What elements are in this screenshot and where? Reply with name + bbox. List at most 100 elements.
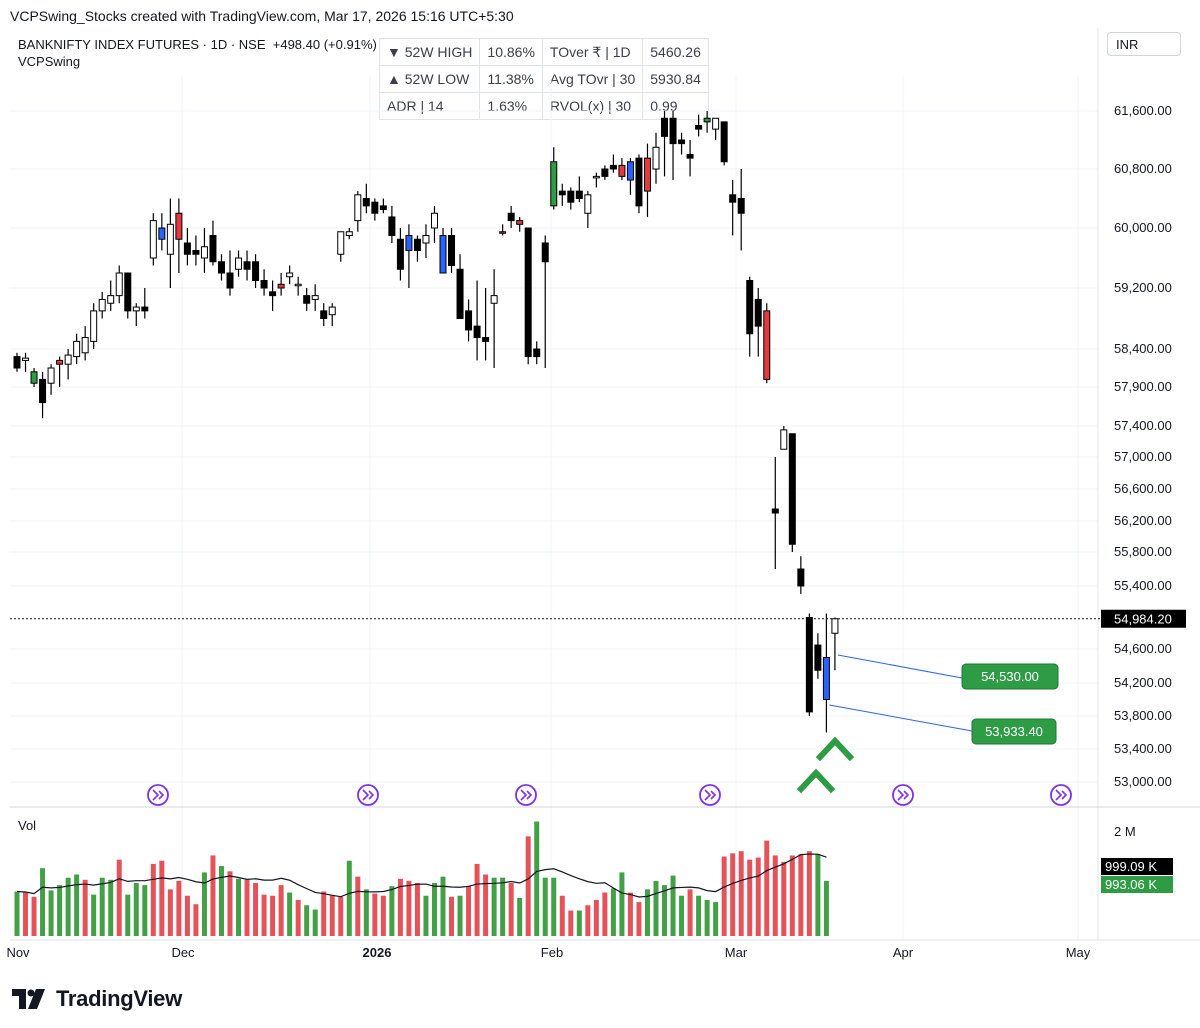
axis-labels: 61,600.00 60,800.00 60,000.00 59,200.00 58,4… [6, 103, 1186, 960]
candle-body [669, 117, 677, 145]
volume-bar [644, 889, 650, 936]
candle-body [320, 310, 328, 319]
candle [217, 254, 225, 281]
candle [643, 143, 651, 217]
candle [294, 276, 302, 296]
candle-body [439, 235, 447, 274]
table-row: ADR | 14 1.63% RVOL(x) | 30 0.99 [378, 92, 709, 120]
volume-bar [662, 885, 668, 936]
candle-body [482, 337, 490, 342]
time-axis-label: 2026 [363, 945, 392, 960]
volume-bar [159, 860, 165, 936]
candle-body [200, 246, 208, 259]
candle [575, 176, 583, 203]
volume-bar [244, 879, 250, 936]
candle-body [286, 272, 294, 278]
candle-body [831, 618, 839, 634]
candle [30, 368, 38, 387]
candle-body [490, 295, 498, 304]
volume-bar [321, 891, 327, 936]
candle [805, 613, 813, 716]
volume-bar [806, 851, 812, 936]
candle [524, 227, 532, 365]
volume-bar [542, 877, 548, 936]
candle-body [465, 310, 473, 331]
volume-bar [713, 902, 719, 936]
event-marker-icon [515, 784, 537, 806]
volume-bar [23, 892, 29, 936]
volume-bar [500, 877, 506, 936]
trend-line-upper [837, 654, 963, 679]
tradingview-logo-icon [12, 989, 45, 1009]
volume-bar [721, 856, 727, 936]
candle [550, 147, 558, 210]
volume-value-badge [1101, 876, 1173, 893]
candle [405, 224, 413, 288]
candle-body [260, 280, 268, 289]
candle-body [661, 117, 669, 137]
candle [499, 224, 507, 236]
volume-bar [176, 880, 182, 936]
volume-bar [167, 889, 173, 936]
price-axis-label: 53,800.00 [1114, 708, 1172, 723]
candle-body [362, 198, 370, 207]
candle [413, 235, 421, 262]
candle [64, 349, 72, 380]
price-axis-label: 60,000.00 [1114, 220, 1172, 235]
candle-body [354, 194, 362, 222]
volume-bar [210, 855, 216, 936]
price-axis-label: 54,600.00 [1114, 641, 1172, 656]
indicator-legend[interactable]: VCPSwing [18, 54, 81, 69]
candle [149, 213, 157, 266]
volume-bar [576, 910, 582, 936]
table-cell: ADR | 14 [378, 92, 481, 120]
candle [533, 341, 541, 365]
candle [541, 235, 549, 368]
candle [439, 228, 447, 274]
candle-body [252, 261, 260, 281]
currency-selector[interactable]: INR [1107, 32, 1181, 56]
symbol-legend[interactable]: BANKNIFTY INDEX FUTURES · 1D · NSE +498.… [18, 37, 377, 52]
volume-bar [14, 891, 20, 936]
candle-body [371, 201, 379, 214]
candlestick-series [13, 111, 839, 733]
candle [98, 291, 106, 319]
candle [448, 228, 456, 273]
price-axis-label: 56,200.00 [1114, 513, 1172, 528]
volume-pane-title: Vol [18, 818, 37, 833]
candle-body [166, 223, 174, 255]
chart-grid [10, 28, 1200, 941]
volume-bar [227, 871, 233, 936]
volume-bar [287, 892, 293, 936]
price-axis-label: 55,400.00 [1114, 578, 1172, 593]
candle-body [30, 371, 38, 384]
candle [507, 205, 515, 228]
candle-body [524, 227, 532, 358]
volume-bar [440, 876, 446, 936]
candle [47, 364, 55, 395]
volume-bar [108, 879, 114, 936]
buy-signal-arrow-icon [815, 736, 855, 762]
candle [81, 326, 89, 361]
volume-bar [65, 877, 71, 936]
table-cell: 0.99 [642, 92, 709, 120]
volume-bars [14, 821, 829, 936]
candle [626, 158, 634, 195]
event-marker-icon [699, 784, 721, 806]
candle-body [499, 231, 507, 234]
candle [695, 114, 703, 137]
volume-value-label: 999.09 K [1105, 859, 1157, 874]
volume-bar [815, 854, 821, 936]
volume-bar [40, 868, 46, 936]
candle-body [56, 359, 64, 365]
candle-body [805, 617, 813, 713]
candle [771, 457, 779, 569]
price-label-lower: 53,933.40 [985, 724, 1043, 739]
candle [831, 617, 839, 671]
candle [371, 198, 379, 221]
candle-body [328, 306, 336, 316]
price-axis-label: 61,600.00 [1114, 103, 1172, 118]
time-axis-label: Nov [6, 945, 30, 960]
volume-bar [99, 877, 105, 936]
